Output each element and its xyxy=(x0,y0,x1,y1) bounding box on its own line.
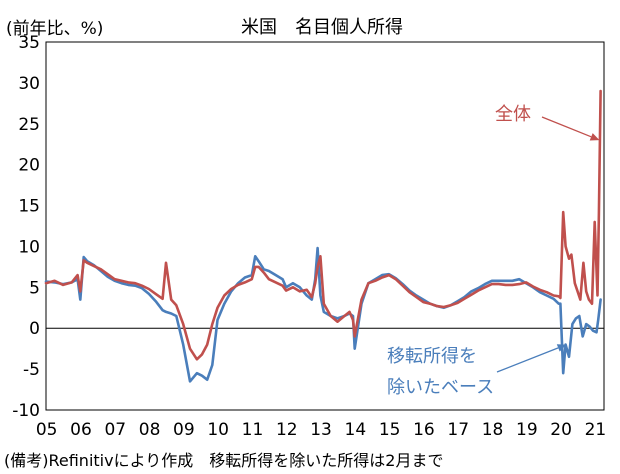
annotation-total: 全体 xyxy=(495,104,600,141)
x-tick-label: 06 xyxy=(70,420,92,440)
x-tick-label: 13 xyxy=(310,420,332,440)
y-tick-label: 30 xyxy=(18,74,40,94)
y-tick-label: 5 xyxy=(29,278,40,298)
x-tick-label: 10 xyxy=(207,420,229,440)
y-tick-label: 10 xyxy=(18,237,40,257)
y-tick-label: 15 xyxy=(18,197,40,217)
x-tick-label: 05 xyxy=(36,420,58,440)
annotation-transfer-label-2: 除いたベース xyxy=(387,377,494,398)
y-tick-label: -10 xyxy=(12,401,40,421)
x-tick-label: 18 xyxy=(482,420,504,440)
series-line-total xyxy=(44,89,602,361)
x-tick-label: 15 xyxy=(379,420,401,440)
x-tick-label: 12 xyxy=(276,420,298,440)
x-tick-label: 20 xyxy=(550,420,572,440)
axes xyxy=(45,41,605,411)
x-tick-label: 07 xyxy=(104,420,126,440)
x-tick-label: 11 xyxy=(242,420,264,440)
y-axis-ticks: -10 -5 0 5 10 15 20 25 30 35 xyxy=(12,33,40,421)
plot-frame xyxy=(45,41,605,411)
x-tick-label: 08 xyxy=(139,420,161,440)
x-axis-ticks: 05 06 07 08 09 10 11 12 13 14 15 16 17 18 19 20 21 xyxy=(36,420,606,440)
y-tick-label: 25 xyxy=(18,115,40,135)
annotation-transfer: 移転所得を 除いたベース xyxy=(387,344,567,398)
x-tick-label: 17 xyxy=(447,420,469,440)
y-tick-label: 0 xyxy=(29,319,40,339)
source-note: (備考)Refinitivにより作成 移転所得を除いた所得は2月まで xyxy=(4,451,443,470)
x-tick-label: 16 xyxy=(413,420,435,440)
annotation-transfer-arrowhead xyxy=(556,344,567,352)
chart-title: 米国 名目個人所得 xyxy=(241,17,403,38)
annotation-transfer-arrow xyxy=(496,347,559,373)
y-tick-label: 20 xyxy=(18,156,40,176)
annotation-transfer-label-1: 移転所得を xyxy=(387,346,477,367)
annotation-total-label: 全体 xyxy=(495,104,531,125)
series-line-excl-transfer xyxy=(44,246,602,383)
series-lines xyxy=(44,89,602,383)
y-tick-label: 35 xyxy=(18,33,40,53)
annotation-total-arrowhead xyxy=(589,133,600,141)
y-tick-label: -5 xyxy=(23,360,40,380)
x-tick-label: 09 xyxy=(173,420,195,440)
x-tick-label: 19 xyxy=(516,420,538,440)
x-tick-label: 21 xyxy=(585,420,607,440)
y-axis-unit-label: (前年比、%) xyxy=(6,19,103,39)
x-tick-label: 14 xyxy=(345,420,367,440)
annotation-total-arrow xyxy=(541,116,592,138)
